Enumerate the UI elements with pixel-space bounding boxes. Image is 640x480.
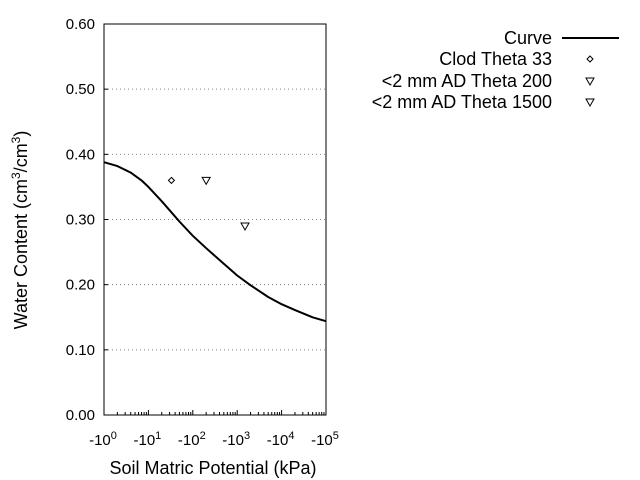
x-tick-label-0: -100 xyxy=(89,430,117,449)
y-tick-label-5: 0.50 xyxy=(66,81,95,98)
data-point-3-0 xyxy=(240,222,250,232)
x-axis-title: Soil Matric Potential (kPa) xyxy=(109,458,316,478)
plot-content xyxy=(103,161,327,323)
x-tick-label-2: -102 xyxy=(178,430,206,449)
y-tick-label-6: 0.60 xyxy=(66,16,95,33)
y-tick-label-1: 0.10 xyxy=(66,342,95,359)
y-tick-label-3: 0.30 xyxy=(66,212,95,229)
y-axis-title: Water Content (cm3/cm3) xyxy=(9,131,31,330)
legend-label-0: Curve xyxy=(504,28,552,48)
gridlines xyxy=(104,88,326,351)
data-point-1-0 xyxy=(167,176,176,185)
y-axis-ticks: 0.00 0.10 0.20 0.30 0.40 0.50 0.60 xyxy=(66,16,108,424)
data-point-2-0 xyxy=(201,176,212,186)
legend-marker-1 xyxy=(586,55,594,63)
legend-label-1: Clod Theta 33 xyxy=(439,49,552,69)
x-tick-label-1: -101 xyxy=(133,430,161,449)
legend-label-3: <2 mm AD Theta 1500 xyxy=(372,92,552,112)
series-curve-line xyxy=(103,161,327,323)
legend-marker-3 xyxy=(585,98,595,108)
x-tick-label-4: -104 xyxy=(267,430,295,449)
x-tick-label-3: -103 xyxy=(222,430,250,449)
y-tick-label-4: 0.40 xyxy=(66,146,95,163)
x-axis-ticks: -100 -101 -102 -103 -104 -105 xyxy=(89,410,339,449)
y-tick-label-0: 0.00 xyxy=(66,407,95,424)
x-tick-label-5: -105 xyxy=(311,430,339,449)
legend-marker-2 xyxy=(585,77,595,87)
y-tick-label-2: 0.20 xyxy=(66,277,95,294)
legend-label-2: <2 mm AD Theta 200 xyxy=(382,71,552,91)
